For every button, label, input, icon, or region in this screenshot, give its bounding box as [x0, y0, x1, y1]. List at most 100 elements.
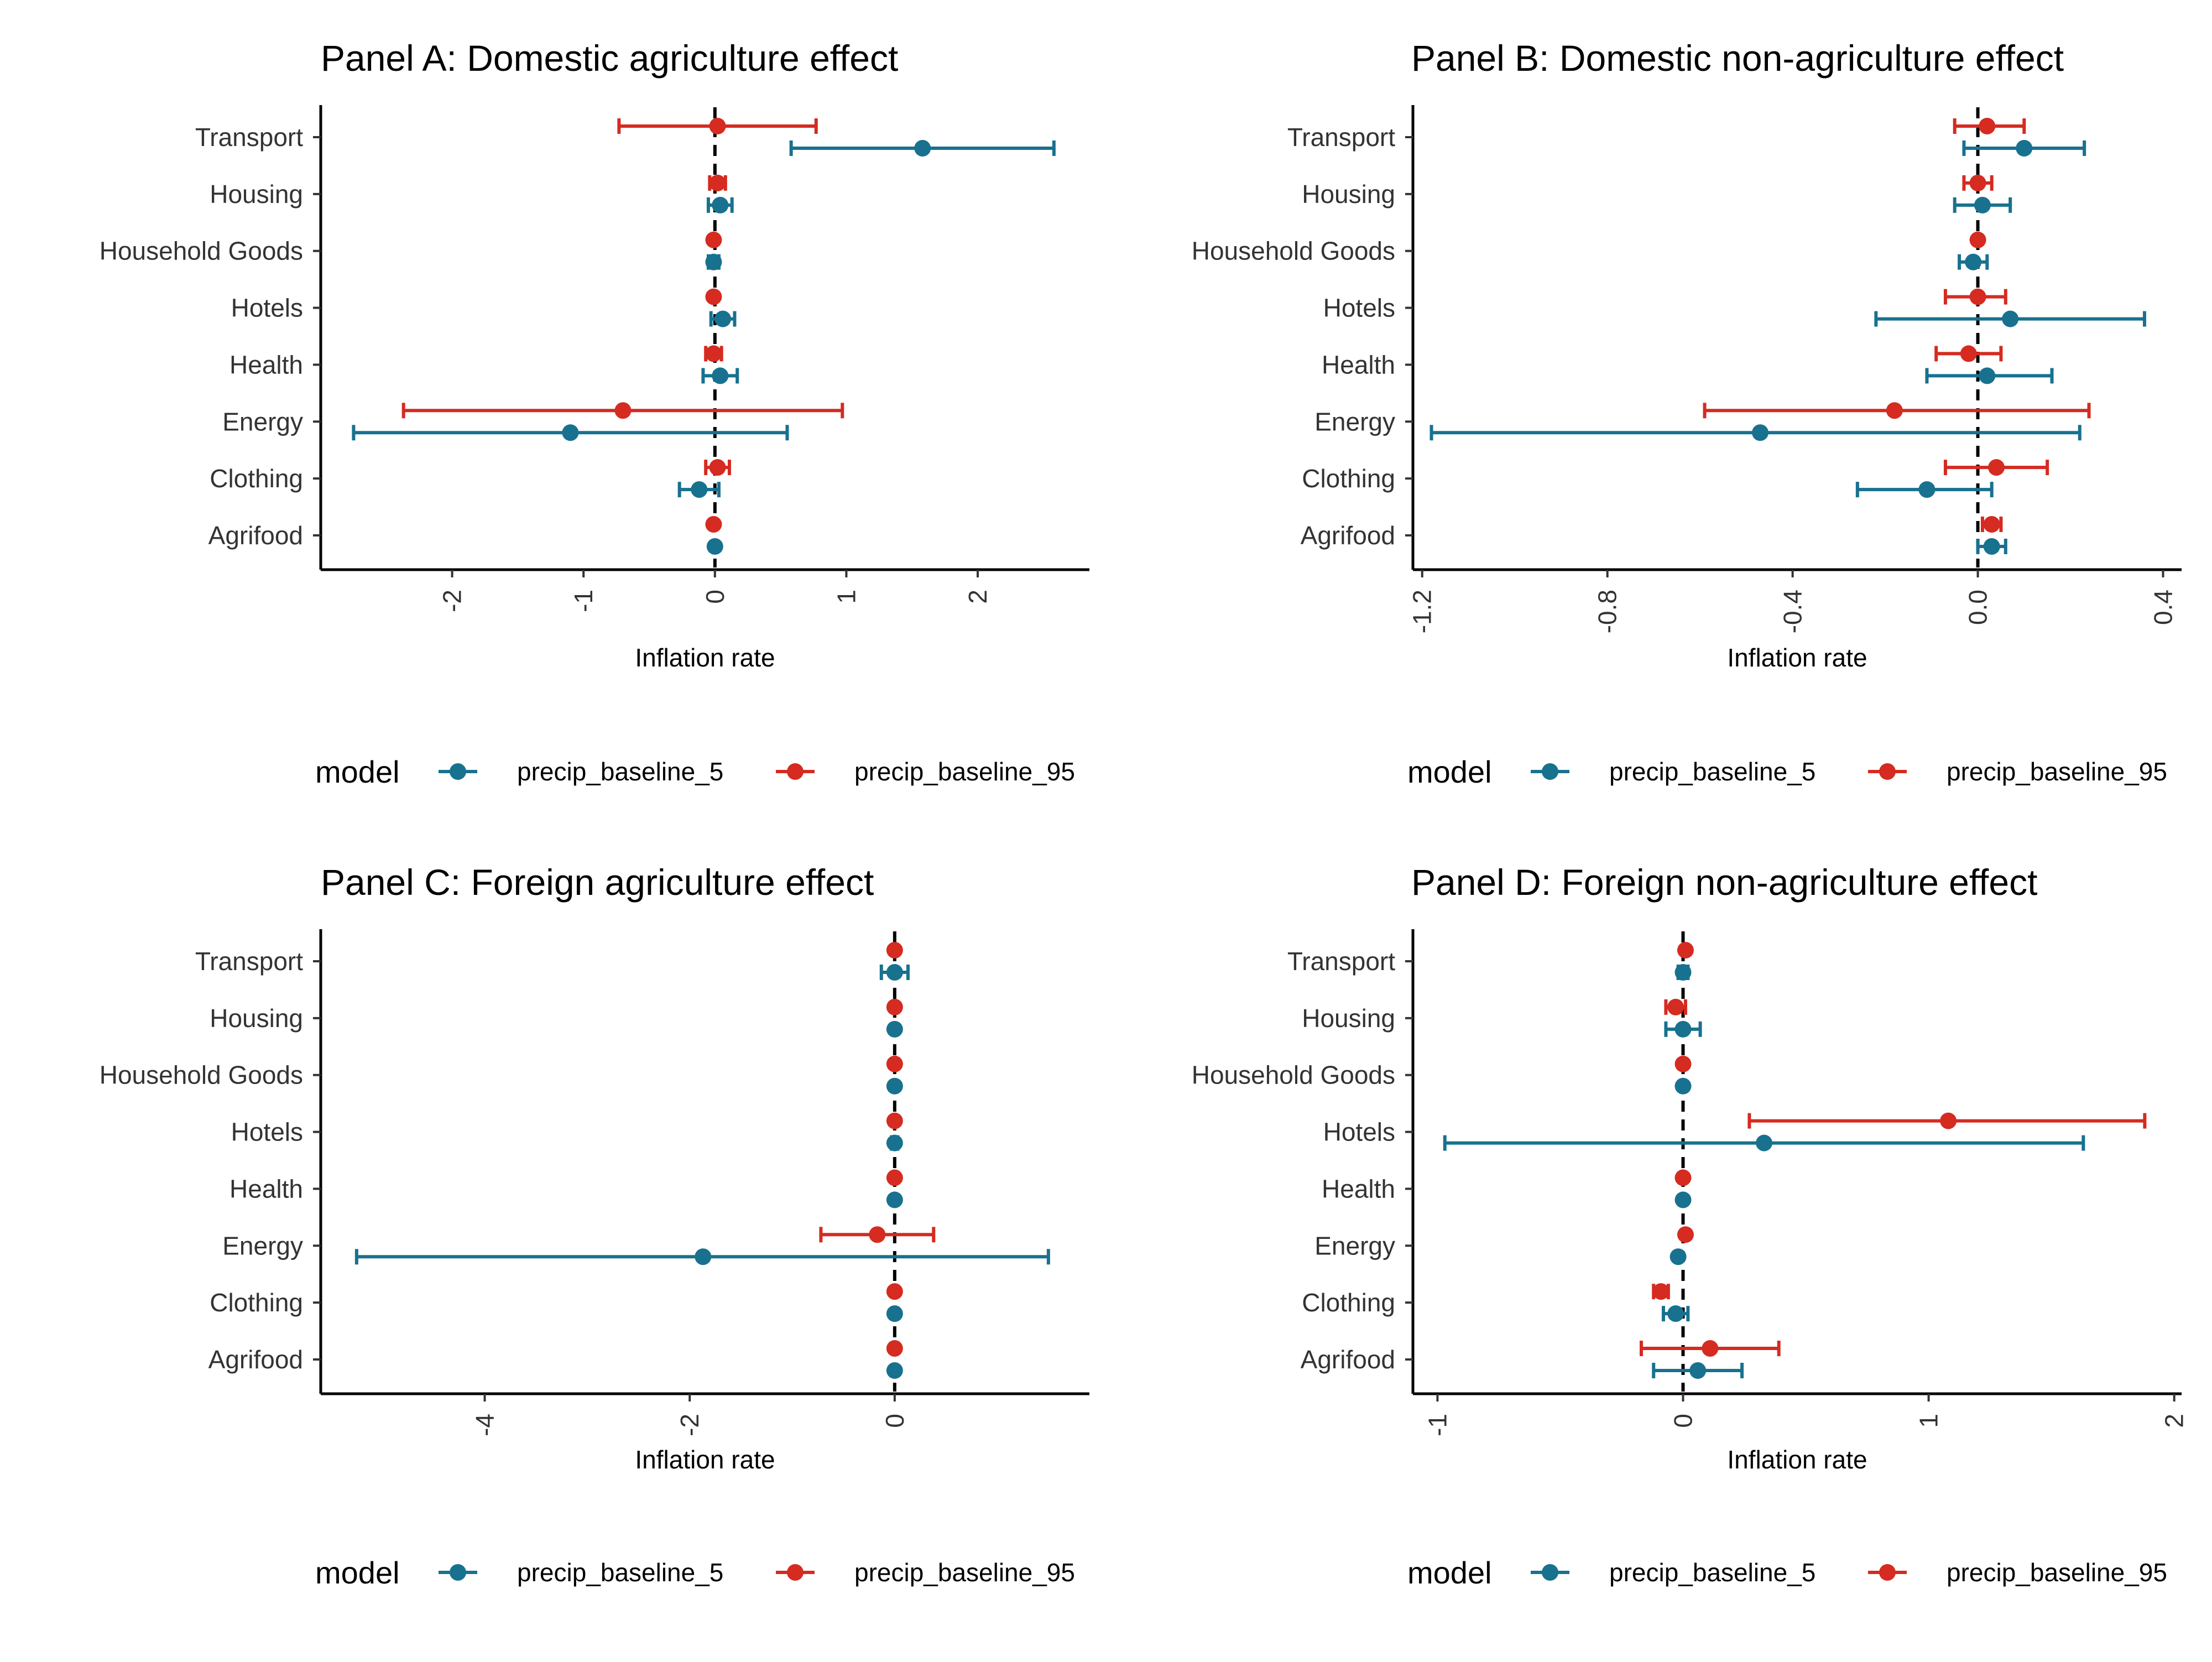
- data-point: [705, 288, 722, 305]
- category-label: Health: [1322, 350, 1395, 379]
- data-point: [886, 1362, 903, 1379]
- category-label: Household Goods: [100, 237, 303, 265]
- panel-b: Panel B: Domestic non-agriculture effect…: [1192, 38, 2182, 789]
- data-point: [1918, 481, 1936, 498]
- category-label: Transport: [195, 123, 303, 152]
- panel-c: Panel C: Foreign agriculture effect Trans…: [100, 862, 1089, 1590]
- x-tick-label: -1.2: [1408, 590, 1437, 633]
- legend-label: precip_baseline_95: [854, 757, 1075, 786]
- legend-title: model: [315, 1555, 400, 1590]
- category-label: Health: [229, 350, 303, 379]
- x-tick-label: 0.4: [2149, 590, 2178, 625]
- panel-a: Panel A: Domestic agriculture effect Tran…: [100, 38, 1089, 789]
- data-point: [2016, 140, 2033, 157]
- x-axis-title: Inflation rate: [635, 643, 775, 672]
- data-point: [886, 998, 903, 1015]
- category-label: Hotels: [1323, 1118, 1395, 1147]
- legend-key-point: [450, 1564, 466, 1581]
- data-point: [886, 1134, 903, 1152]
- category-label: Clothing: [1302, 1288, 1395, 1317]
- x-tick-label: -1: [1423, 1414, 1452, 1436]
- category-label: Agrifood: [1301, 1345, 1395, 1374]
- category-label: Agrifood: [1301, 521, 1395, 550]
- data-point: [1988, 459, 2005, 476]
- category-label: Household Goods: [1192, 237, 1395, 265]
- data-point: [1674, 1169, 1692, 1186]
- data-point: [886, 1112, 903, 1129]
- legend-label: precip_baseline_5: [517, 757, 723, 786]
- data-point: [1702, 1340, 1719, 1357]
- data-point: [1969, 288, 1986, 305]
- data-point: [1670, 1248, 1687, 1265]
- data-point: [705, 345, 722, 362]
- x-axis-title: Inflation rate: [635, 1445, 775, 1474]
- x-tick-label: -0.4: [1778, 590, 1807, 633]
- x-axis-title: Inflation rate: [1727, 1445, 1867, 1474]
- data-point: [1677, 942, 1694, 958]
- category-label: Housing: [210, 1004, 303, 1033]
- legend-label: precip_baseline_95: [854, 1558, 1075, 1587]
- legend-key-point: [1542, 763, 1558, 780]
- data-point: [886, 1020, 903, 1038]
- data-point: [869, 1226, 886, 1243]
- legend-key-point: [1879, 763, 1896, 780]
- category-label: Health: [229, 1174, 303, 1203]
- x-tick-label: 0: [701, 590, 729, 604]
- legend-key-point: [787, 763, 804, 780]
- category-label: Energy: [222, 1231, 303, 1260]
- data-point: [1983, 516, 2000, 533]
- x-tick-label: 0: [880, 1414, 909, 1428]
- data-point: [709, 174, 726, 191]
- panel-title: Panel C: Foreign agriculture effect: [321, 862, 874, 903]
- legend-label: precip_baseline_5: [517, 1558, 723, 1587]
- data-point: [691, 481, 708, 498]
- legend-key-point: [1542, 1564, 1558, 1581]
- data-point: [562, 424, 579, 441]
- x-axis-title: Inflation rate: [1727, 643, 1867, 672]
- data-point: [706, 538, 723, 555]
- data-point: [1652, 1283, 1670, 1300]
- category-label: Energy: [1314, 1231, 1395, 1260]
- category-label: Hotels: [1323, 294, 1395, 322]
- data-point: [1674, 964, 1692, 981]
- data-point: [886, 942, 903, 958]
- data-point: [1974, 196, 1991, 213]
- legend-title: model: [1407, 754, 1492, 789]
- x-tick-label: -0.8: [1593, 590, 1622, 633]
- legend: model precip_baseline_5 precip_baseline_95: [315, 1555, 1075, 1590]
- data-point: [1756, 1134, 1773, 1152]
- legend-label: precip_baseline_5: [1609, 1558, 1815, 1587]
- data-point: [714, 310, 732, 327]
- data-point: [886, 1305, 903, 1322]
- legend-title: model: [1407, 1555, 1492, 1590]
- data-point: [886, 1191, 903, 1208]
- data-point: [1674, 1191, 1692, 1208]
- panel-title: Panel B: Domestic non-agriculture effect: [1411, 38, 2064, 79]
- data-point: [1886, 402, 1903, 419]
- data-point: [914, 140, 931, 157]
- category-label: Clothing: [210, 1288, 303, 1317]
- panel-title: Panel D: Foreign non-agriculture effect: [1411, 862, 2037, 903]
- category-label: Health: [1322, 1174, 1395, 1203]
- category-label: Hotels: [231, 1118, 303, 1147]
- category-label: Hotels: [231, 294, 303, 322]
- legend: model precip_baseline_5 precip_baseline_95: [1407, 754, 2167, 789]
- data-point: [1960, 345, 1977, 362]
- data-point: [1752, 424, 1769, 441]
- category-label: Household Goods: [1192, 1061, 1395, 1090]
- x-tick-label: 1: [832, 590, 860, 604]
- category-label: Agrifood: [208, 521, 303, 550]
- legend: model precip_baseline_5 precip_baseline_95: [315, 754, 1075, 789]
- category-label: Energy: [222, 407, 303, 436]
- category-label: Household Goods: [100, 1061, 303, 1090]
- x-tick-label: -1: [569, 590, 598, 612]
- category-label: Clothing: [1302, 464, 1395, 493]
- legend-label: precip_baseline_95: [1947, 757, 2167, 786]
- data-point: [886, 1055, 903, 1072]
- data-point: [1940, 1112, 1957, 1129]
- category-label: Transport: [1287, 947, 1395, 976]
- data-point: [709, 459, 726, 476]
- legend-title: model: [315, 754, 400, 789]
- x-tick-label: 0.0: [1964, 590, 1992, 625]
